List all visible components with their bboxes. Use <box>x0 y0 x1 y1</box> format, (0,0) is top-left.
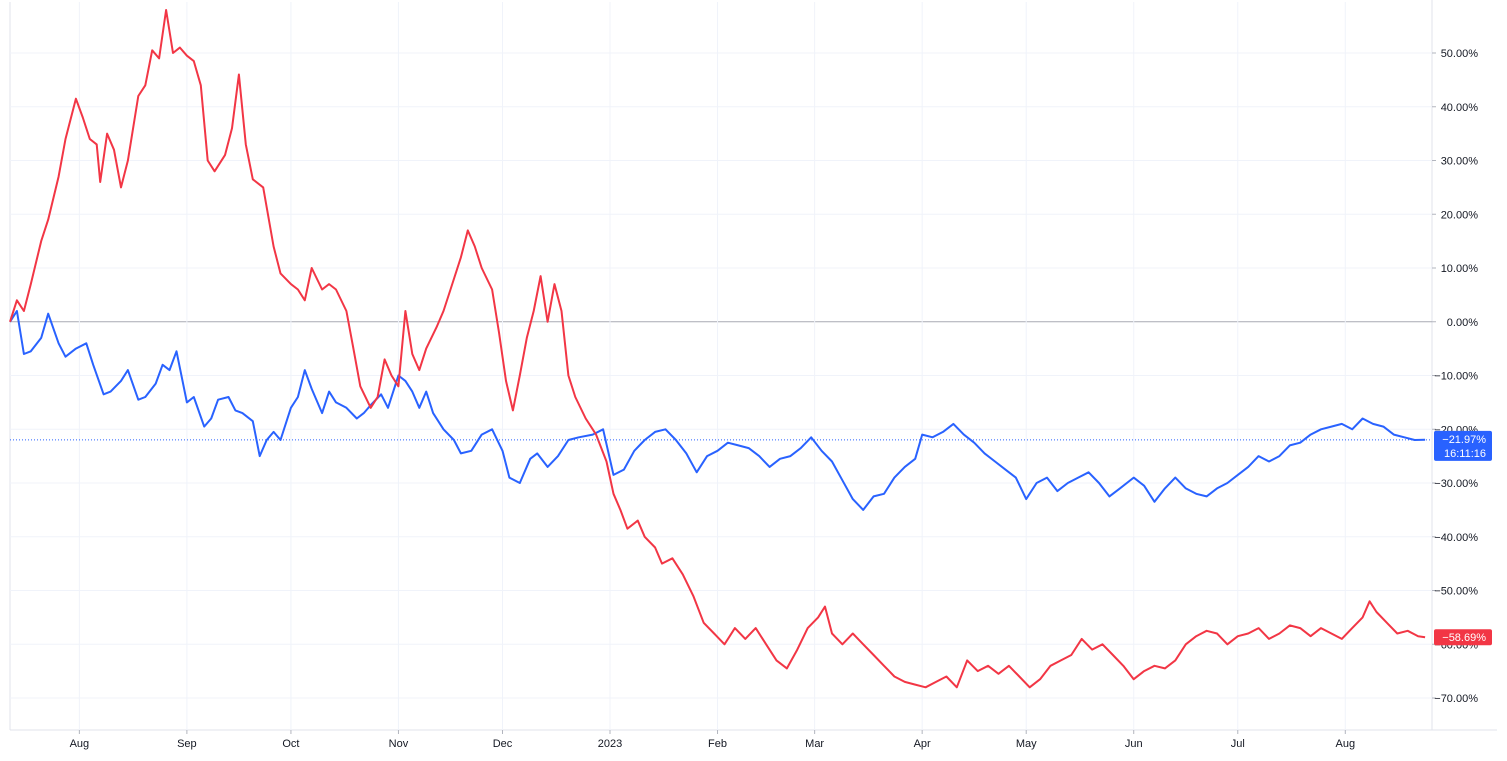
time-tick-label: Aug <box>1336 738 1356 750</box>
price-tick-label: 40.00% <box>1441 102 1479 114</box>
grid-lines <box>9 0 1497 731</box>
time-tick-label: Jun <box>1125 738 1143 750</box>
price-tick-label: 0.00% <box>1447 317 1478 329</box>
price-tick-label: 30.00% <box>1441 156 1479 168</box>
last-value-badge: −58.69% <box>1434 629 1492 646</box>
time-tick-label: 2023 <box>598 738 622 750</box>
last-value-badge: −21.97% 16:11:16 <box>1434 430 1492 461</box>
time-tick-label: Nov <box>389 738 409 750</box>
countdown-label: 16:11:16 <box>1444 448 1486 460</box>
time-tick-label: Jul <box>1231 738 1245 750</box>
time-tick-label: Sep <box>177 738 197 750</box>
price-tick-label: 10.00% <box>1441 263 1479 275</box>
series-blue[interactable] <box>9 310 1426 511</box>
time-axis[interactable]: Aug Sep Oct Nov Dec 2023 Feb Mar Apr May Jun Jul Aug <box>70 730 1356 750</box>
time-tick-label: Dec <box>493 738 513 750</box>
price-axis[interactable]: 50.00% 40.00% 30.00% 20.00% 10.00% 0.00% −10.0… <box>1432 48 1478 705</box>
price-tick-label: 20.00% <box>1441 209 1479 221</box>
badge-background <box>1434 430 1492 461</box>
price-tick-label: −40.00% <box>1434 532 1478 544</box>
series-red[interactable] <box>9 9 1426 689</box>
price-tick-label: −10.00% <box>1434 371 1478 383</box>
series-line[interactable] <box>9 310 1426 511</box>
plot-area[interactable] <box>9 9 1432 689</box>
series-line[interactable] <box>9 9 1426 689</box>
last-value-label: −21.97% <box>1442 434 1486 446</box>
time-tick-label: Mar <box>805 738 824 750</box>
time-tick-label: Aug <box>70 738 90 750</box>
time-tick-label: Feb <box>708 738 727 750</box>
price-tick-label: −30.00% <box>1434 478 1478 490</box>
price-tick-label: 50.00% <box>1441 48 1479 60</box>
time-tick-label: Apr <box>914 738 931 750</box>
price-tick-label: −70.00% <box>1434 693 1478 705</box>
badge-background <box>1434 629 1492 646</box>
time-tick-label: May <box>1016 738 1037 750</box>
last-value-badges: −21.97% 16:11:16 −58.69% <box>1434 430 1492 646</box>
time-tick-label: Oct <box>282 738 299 750</box>
price-tick-label: −50.00% <box>1434 586 1478 598</box>
last-value-label: −58.69% <box>1442 632 1486 644</box>
